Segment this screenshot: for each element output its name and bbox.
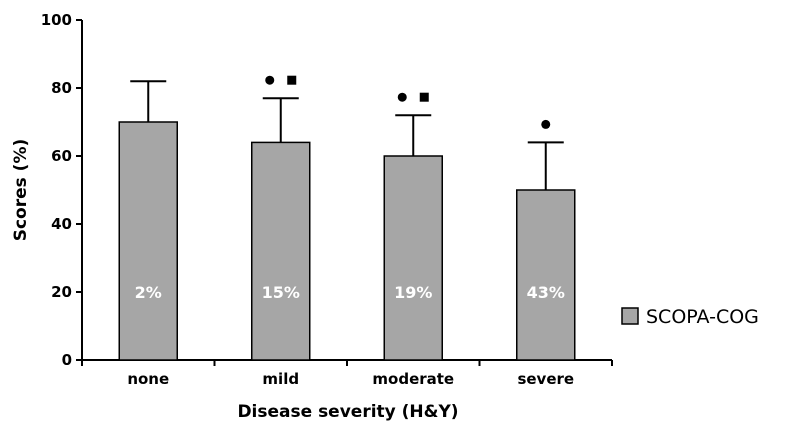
significance-circle-mild [265,75,275,85]
y-tick-label-100: 100 [41,11,72,29]
y-tick-label-60: 60 [51,147,72,165]
bar-label-moderate: 19% [394,283,432,302]
bar-label-mild: 15% [262,283,300,302]
bar-severe [516,189,576,361]
legend-label: SCOPA-COG [646,306,759,328]
bar-moderate [383,155,443,361]
y-axis-title: Scores (%) [11,139,31,242]
x-tick-label-none: none [127,370,169,388]
y-tick-label-40: 40 [51,215,72,233]
bar-label-none: 2% [135,283,162,302]
significance-square-moderate [419,92,429,102]
x-tick-label-moderate: moderate [372,370,454,388]
y-tick-label-80: 80 [51,79,72,97]
legend: SCOPA-COG [621,306,759,328]
bar-mild [251,141,311,361]
y-tick-label-20: 20 [51,283,72,301]
x-tick-label-severe: severe [517,370,574,388]
x-tick-label-mild: mild [262,370,299,388]
plot-area: 0 20 40 60 80 100 2% none 15% mild 19% moderate 43% s… [41,11,613,388]
significance-square-mild [287,75,297,85]
y-tick-label-0: 0 [62,351,72,369]
bar-none [118,121,178,361]
significance-circle-moderate [397,92,407,102]
bar-label-severe: 43% [527,283,565,302]
legend-swatch [621,307,639,325]
x-axis-title: Disease severity (H&Y) [237,402,458,422]
significance-circle-severe [541,119,551,129]
